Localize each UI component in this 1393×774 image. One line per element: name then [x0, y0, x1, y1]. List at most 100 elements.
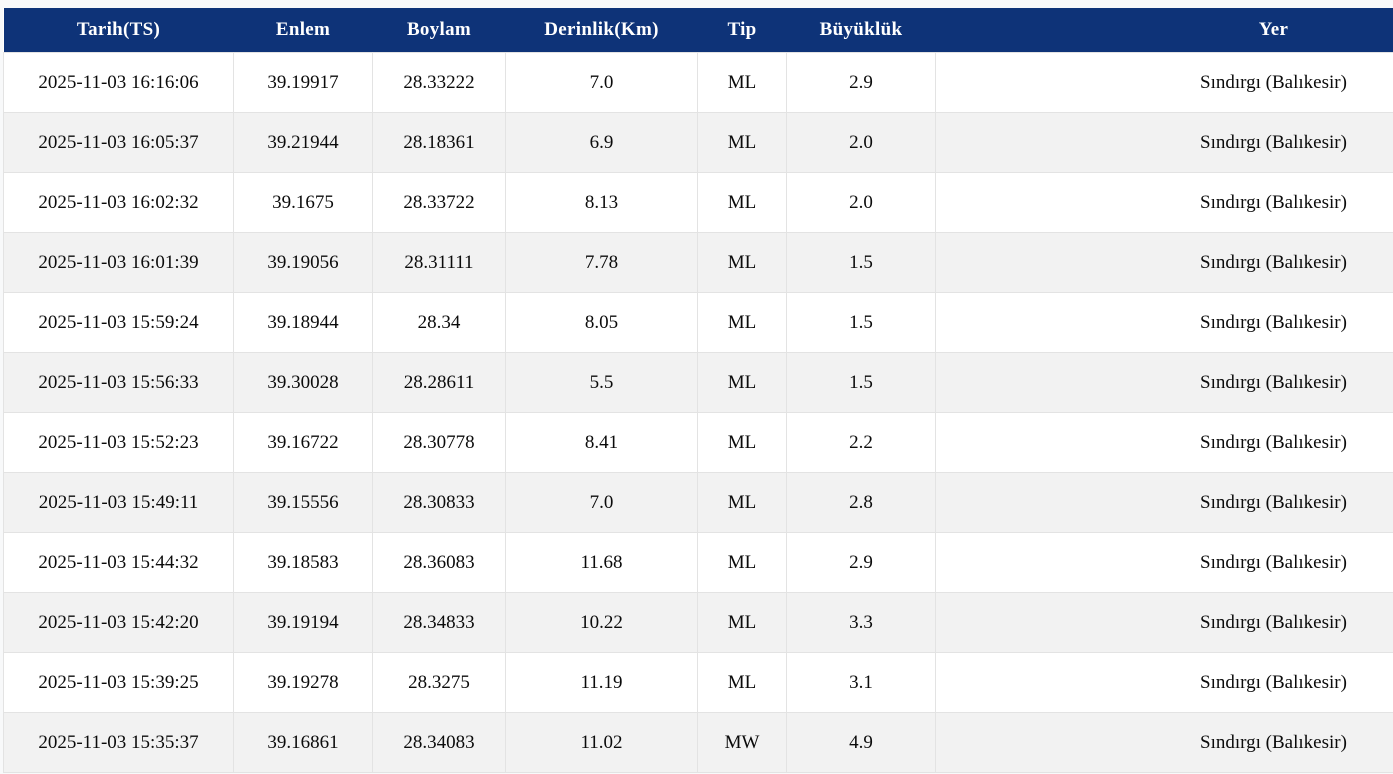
cell-derinlik: 8.05 [505, 292, 698, 353]
cell-enlem: 39.19056 [233, 232, 373, 293]
cell-yer: Sındırgı (Balıkesir) [935, 652, 1393, 713]
cell-derinlik: 7.78 [505, 232, 698, 293]
cell-enlem: 39.18583 [233, 532, 373, 593]
cell-derinlik: 8.13 [505, 172, 698, 233]
cell-tip: ML [697, 52, 787, 113]
cell-buyukluk: 2.9 [786, 532, 936, 593]
table-row: 2025-11-03 16:16:06 39.19917 28.33222 7.0 ML… [3, 52, 1393, 113]
column-header-buyukluk: Büyüklük [786, 8, 936, 53]
cell-tip: ML [697, 532, 787, 593]
cell-derinlik: 7.0 [505, 52, 698, 113]
cell-boylam: 28.3275 [372, 652, 506, 713]
column-header-boylam: Boylam [372, 8, 506, 53]
column-header-enlem: Enlem [233, 8, 373, 53]
cell-boylam: 28.18361 [372, 112, 506, 173]
cell-tarih: 2025-11-03 15:35:37 [3, 712, 234, 773]
cell-yer: Sındırgı (Balıkesir) [935, 292, 1393, 353]
cell-tarih: 2025-11-03 15:49:11 [3, 472, 234, 533]
cell-enlem: 39.18944 [233, 292, 373, 353]
cell-tarih: 2025-11-03 15:56:33 [3, 352, 234, 413]
cell-derinlik: 8.41 [505, 412, 698, 473]
cell-boylam: 28.30833 [372, 472, 506, 533]
cell-boylam: 28.30778 [372, 412, 506, 473]
cell-tip: ML [697, 172, 787, 233]
cell-yer: Sındırgı (Balıkesir) [935, 112, 1393, 173]
cell-yer: Sındırgı (Balıkesir) [935, 172, 1393, 233]
cell-boylam: 28.31111 [372, 232, 506, 293]
cell-derinlik: 10.22 [505, 592, 698, 653]
cell-tip: MW [697, 712, 787, 773]
column-header-tip: Tip [697, 8, 787, 53]
cell-boylam: 28.36083 [372, 532, 506, 593]
table-row: 2025-11-03 16:01:39 39.19056 28.31111 7.78 M… [3, 232, 1393, 293]
cell-buyukluk: 1.5 [786, 352, 936, 413]
earthquake-table: Tarih(TS) Enlem Boylam Derinlik(Km) Tip Büyük… [3, 8, 1393, 773]
cell-enlem: 39.15556 [233, 472, 373, 533]
cell-yer: Sındırgı (Balıkesir) [935, 352, 1393, 413]
cell-derinlik: 11.19 [505, 652, 698, 713]
cell-tarih: 2025-11-03 15:39:25 [3, 652, 234, 713]
cell-enlem: 39.30028 [233, 352, 373, 413]
table-row: 2025-11-03 15:35:37 39.16861 28.34083 11.02… [3, 712, 1393, 773]
table-row: 2025-11-03 15:49:11 39.15556 28.30833 7.0 ML… [3, 472, 1393, 533]
table-row: 2025-11-03 15:44:32 39.18583 28.36083 11.68… [3, 532, 1393, 593]
cell-yer: Sındırgı (Balıkesir) [935, 472, 1393, 533]
cell-derinlik: 6.9 [505, 112, 698, 173]
cell-derinlik: 11.68 [505, 532, 698, 593]
cell-boylam: 28.34083 [372, 712, 506, 773]
cell-derinlik: 5.5 [505, 352, 698, 413]
cell-enlem: 39.16861 [233, 712, 373, 773]
cell-tip: ML [697, 592, 787, 653]
cell-tarih: 2025-11-03 16:05:37 [3, 112, 234, 173]
cell-tip: ML [697, 652, 787, 713]
cell-boylam: 28.28611 [372, 352, 506, 413]
cell-tip: ML [697, 412, 787, 473]
table-row: 2025-11-03 15:59:24 39.18944 28.34 8.05 ML 1.… [3, 292, 1393, 353]
cell-yer: Sındırgı (Balıkesir) [935, 712, 1393, 773]
table-row: 2025-11-03 15:56:33 39.30028 28.28611 5.5 ML… [3, 352, 1393, 413]
table-row: 2025-11-03 16:05:37 39.21944 28.18361 6.9 ML… [3, 112, 1393, 173]
cell-tip: ML [697, 112, 787, 173]
cell-yer: Sındırgı (Balıkesir) [935, 52, 1393, 113]
table-row: 2025-11-03 15:39:25 39.19278 28.3275 11.19 M… [3, 652, 1393, 713]
cell-boylam: 28.34833 [372, 592, 506, 653]
cell-enlem: 39.19194 [233, 592, 373, 653]
table-row: 2025-11-03 15:52:23 39.16722 28.30778 8.41 M… [3, 412, 1393, 473]
cell-tip: ML [697, 292, 787, 353]
cell-buyukluk: 2.0 [786, 112, 936, 173]
cell-derinlik: 11.02 [505, 712, 698, 773]
cell-buyukluk: 2.0 [786, 172, 936, 233]
cell-enlem: 39.16722 [233, 412, 373, 473]
cell-tarih: 2025-11-03 15:42:20 [3, 592, 234, 653]
cell-derinlik: 7.0 [505, 472, 698, 533]
cell-buyukluk: 2.8 [786, 472, 936, 533]
column-header-tarih: Tarih(TS) [3, 8, 234, 53]
cell-enlem: 39.21944 [233, 112, 373, 173]
cell-boylam: 28.33722 [372, 172, 506, 233]
header-row: Tarih(TS) Enlem Boylam Derinlik(Km) Tip Büyük… [3, 8, 1393, 53]
cell-buyukluk: 1.5 [786, 292, 936, 353]
cell-buyukluk: 1.5 [786, 232, 936, 293]
cell-yer: Sındırgı (Balıkesir) [935, 532, 1393, 593]
cell-enlem: 39.1675 [233, 172, 373, 233]
cell-tarih: 2025-11-03 16:16:06 [3, 52, 234, 113]
cell-buyukluk: 3.1 [786, 652, 936, 713]
cell-tarih: 2025-11-03 15:44:32 [3, 532, 234, 593]
cell-tarih: 2025-11-03 15:59:24 [3, 292, 234, 353]
table-row: 2025-11-03 15:42:20 39.19194 28.34833 10.22… [3, 592, 1393, 653]
table-row: 2025-11-03 16:02:32 39.1675 28.33722 8.13 ML… [3, 172, 1393, 233]
cell-yer: Sındırgı (Balıkesir) [935, 592, 1393, 653]
cell-buyukluk: 4.9 [786, 712, 936, 773]
cell-enlem: 39.19278 [233, 652, 373, 713]
cell-boylam: 28.34 [372, 292, 506, 353]
table-body: 2025-11-03 16:16:06 39.19917 28.33222 7.0 ML… [3, 52, 1393, 773]
cell-boylam: 28.33222 [372, 52, 506, 113]
cell-buyukluk: 3.3 [786, 592, 936, 653]
cell-yer: Sındırgı (Balıkesir) [935, 412, 1393, 473]
cell-tarih: 2025-11-03 16:01:39 [3, 232, 234, 293]
column-header-yer: Yer [935, 8, 1393, 53]
cell-tarih: 2025-11-03 16:02:32 [3, 172, 234, 233]
column-header-derinlik: Derinlik(Km) [505, 8, 698, 53]
cell-tip: ML [697, 352, 787, 413]
